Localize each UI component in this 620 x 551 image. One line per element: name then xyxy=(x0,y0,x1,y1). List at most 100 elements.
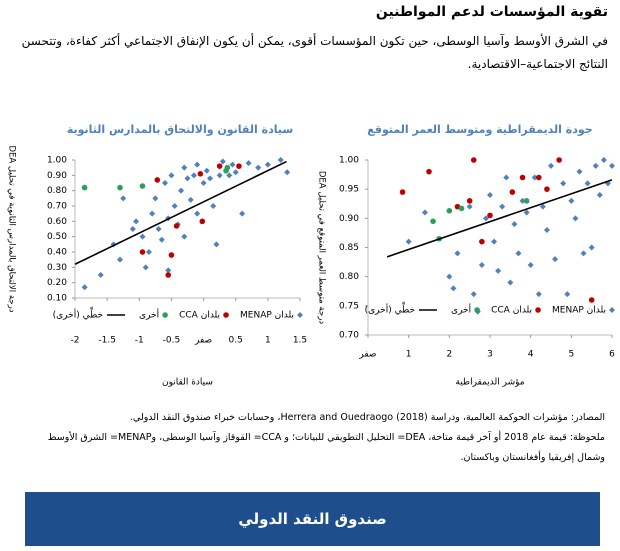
point xyxy=(142,264,149,271)
legend-marker xyxy=(297,312,303,318)
point xyxy=(203,167,210,174)
point xyxy=(81,284,88,291)
point xyxy=(609,162,615,169)
legend-label: بلدان MENAP xyxy=(240,311,294,321)
point xyxy=(446,207,453,214)
point xyxy=(548,162,554,169)
point xyxy=(580,250,587,257)
point xyxy=(568,197,575,204)
point xyxy=(470,157,477,163)
x-axis-title: مؤشر الديمقراطية xyxy=(455,378,524,388)
point xyxy=(97,272,104,278)
point xyxy=(173,223,180,229)
point xyxy=(584,180,591,187)
point xyxy=(216,163,223,169)
point xyxy=(519,197,526,204)
y-tick-label: 0.70 xyxy=(47,202,67,212)
point xyxy=(507,279,514,286)
page-title: تقوية المؤسسات لدعم المواطنين xyxy=(375,4,608,20)
point xyxy=(588,244,595,251)
point xyxy=(479,238,485,245)
y-axis-title: درجة متوسط العمر المتوقع في تحليل DEA xyxy=(317,171,327,324)
y-tick-label: 0.75 xyxy=(339,301,359,311)
point xyxy=(478,262,485,268)
point xyxy=(592,162,599,169)
note: ملحوظة: قيمة عام 2018 أو آخر قيمة متاحة،… xyxy=(47,432,605,463)
point xyxy=(190,172,197,179)
sources: المصادر: مؤشرات الحوكمة العالمية، ودراسة… xyxy=(129,412,605,423)
point xyxy=(178,187,185,194)
point xyxy=(181,164,188,171)
point xyxy=(536,174,542,181)
point xyxy=(544,186,550,192)
point xyxy=(200,180,207,186)
point xyxy=(181,233,188,240)
point xyxy=(560,180,567,187)
point xyxy=(454,250,461,257)
y-tick-label: 0.30 xyxy=(47,263,67,273)
point xyxy=(470,291,477,298)
x-tick-label: 1 xyxy=(406,350,412,360)
legend-label: أخرى xyxy=(139,309,159,321)
x-tick-label: -2 xyxy=(71,336,80,346)
charts: سيادة القانون والالتحاق بالمدارس الثانوي… xyxy=(7,123,616,388)
point xyxy=(154,177,161,183)
point xyxy=(552,256,559,263)
point xyxy=(466,203,473,210)
point xyxy=(216,172,223,179)
point xyxy=(194,161,201,168)
point xyxy=(232,169,239,176)
point xyxy=(572,215,579,222)
x-tick-label: صفر xyxy=(194,336,212,346)
y-tick-label: 1.00 xyxy=(339,156,359,166)
x-axis-title: سيادة القانون xyxy=(162,378,213,388)
chart-title: جودة الديمقراطية ومتوسط العمر المتوقع xyxy=(367,123,592,136)
point xyxy=(527,262,534,268)
y-axis-title: درجة الالتحاق بالمدارس الثانوية في تحليل… xyxy=(7,145,17,312)
point xyxy=(139,249,146,255)
point xyxy=(556,157,562,163)
legend-marker xyxy=(535,307,541,313)
point xyxy=(466,198,473,204)
point xyxy=(450,285,457,292)
point xyxy=(535,291,542,298)
point xyxy=(564,291,571,298)
chart-title: سيادة القانون والالتحاق بالمدارس الثانوي… xyxy=(67,123,293,136)
legend-label: خطِّي (أخرى) xyxy=(365,301,415,316)
point xyxy=(133,218,140,225)
point xyxy=(139,233,146,240)
point xyxy=(531,174,538,181)
trendline xyxy=(386,179,613,258)
x-tick-label: 1.5 xyxy=(293,336,307,346)
point xyxy=(236,163,242,169)
footer-button: صندوق النقد الدولي xyxy=(25,492,600,546)
y-tick-label: 0.80 xyxy=(47,186,67,196)
point xyxy=(120,195,127,202)
point xyxy=(523,209,530,216)
legend-marker xyxy=(609,307,615,313)
point xyxy=(487,212,493,219)
point xyxy=(187,196,194,203)
point xyxy=(165,267,172,274)
point xyxy=(245,160,252,167)
point xyxy=(515,250,522,257)
point xyxy=(482,215,489,222)
point xyxy=(239,210,246,217)
x-tick-label: 5 xyxy=(568,350,574,360)
x-tick-label: 3 xyxy=(487,350,493,360)
point xyxy=(210,203,217,209)
y-tick-label: 0.90 xyxy=(47,171,67,181)
notes: المصادر: مؤشرات الحوكمة العالمية، ودراسة… xyxy=(20,408,605,468)
intro-text: في الشرق الأوسط وآسيا الوسطى، حين تكون ا… xyxy=(21,34,608,71)
point xyxy=(199,218,206,225)
point xyxy=(511,221,518,228)
point xyxy=(149,210,156,217)
x-tick-label: 1 xyxy=(265,336,271,346)
x-tick-label: -1.5 xyxy=(98,336,116,346)
point xyxy=(194,210,201,217)
point xyxy=(162,180,168,186)
point xyxy=(519,174,526,181)
point xyxy=(600,157,607,163)
point xyxy=(229,161,236,168)
